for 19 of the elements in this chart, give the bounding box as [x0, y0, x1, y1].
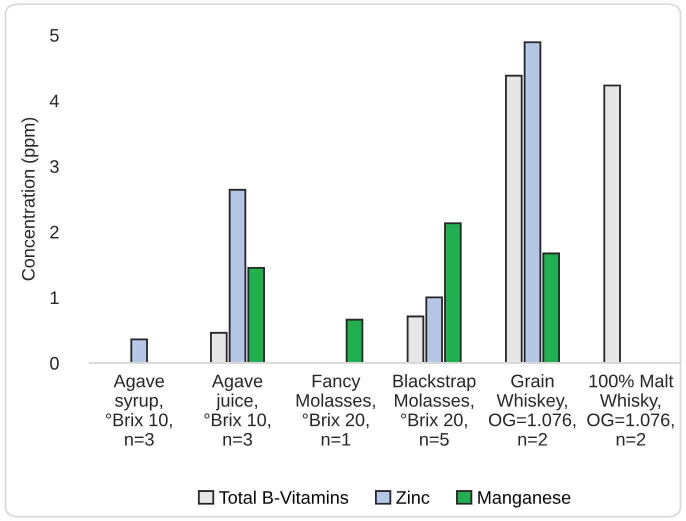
y-axis-title: Concentration (ppm) — [21, 118, 38, 280]
y-tick-label: 5 — [50, 29, 59, 42]
bar — [346, 318, 364, 363]
x-tick-label: Agave syrup, °Brix 10, n=3 — [106, 374, 172, 446]
x-tick-label: Blackstrap Molasses, °Brix 20, n=5 — [394, 374, 476, 446]
x-tick-label: Fancy Molasses, °Brix 20, n=1 — [296, 374, 375, 446]
y-tick-label: 4 — [50, 94, 59, 108]
x-tick-label: 100% Malt Whisky, OG=1.076, n=2 — [587, 374, 674, 446]
y-tick-label: 0 — [50, 356, 59, 370]
y-tick-label: 3 — [50, 160, 59, 173]
y-tick-label: 2 — [50, 226, 59, 238]
legend-label: Manganese — [478, 491, 570, 508]
x-tick-label: Grain Whiskey, OG=1.076, n=2 — [488, 374, 576, 446]
legend-label: Zinc — [396, 490, 430, 504]
bar — [130, 338, 148, 363]
legend-label: Total B-Vitamins — [219, 490, 348, 504]
x-tick-label: Agave juice, °Brix 10, n=3 — [204, 374, 270, 446]
y-tick-label: 1 — [50, 292, 59, 304]
bar — [603, 84, 621, 363]
